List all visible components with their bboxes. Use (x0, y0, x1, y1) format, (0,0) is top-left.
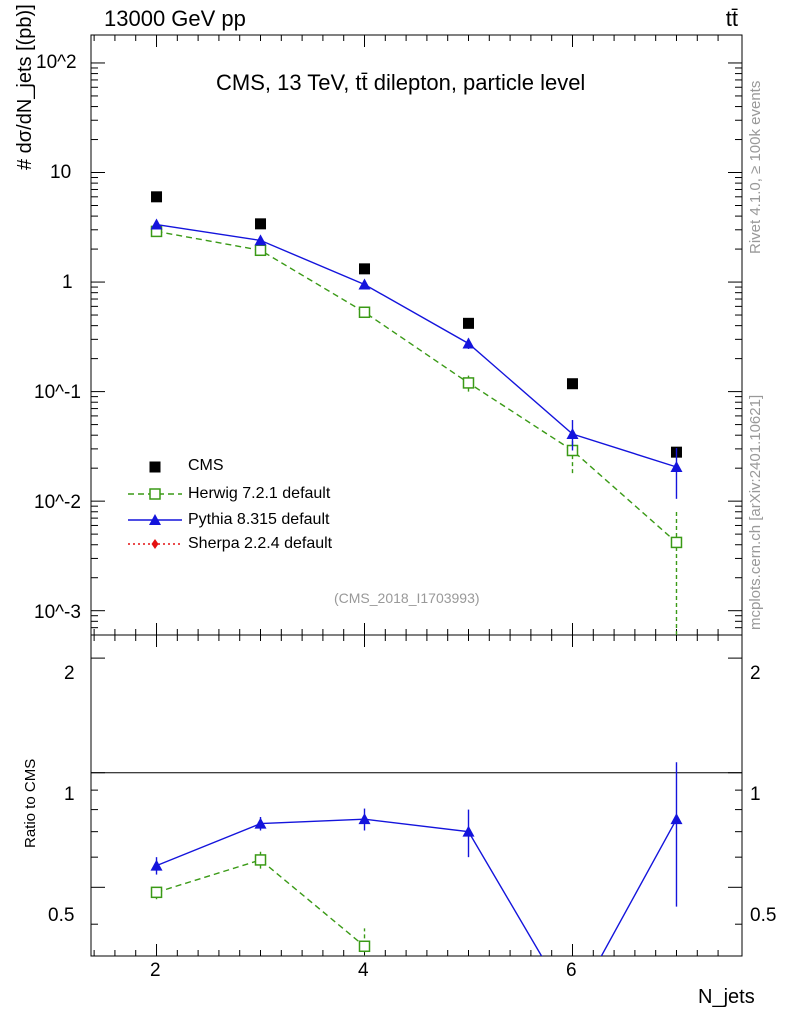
y-axis-label: # dσ/dN_jets [(pb)] (14, 4, 36, 170)
series-1-point (670, 536, 683, 549)
legend-marker-2 (149, 514, 161, 525)
header-energy: 13000 GeV pp (104, 6, 246, 31)
series-0-point (255, 218, 267, 230)
ratio-tick-label: 2 (64, 663, 75, 684)
y-tick-label: 10^-3 (34, 602, 81, 623)
ratio-tick-label-right: 1 (750, 784, 761, 805)
x-axis-label: N_jets (698, 986, 755, 1008)
series-2-ratio-point (150, 859, 163, 871)
y-tick-label: 10^-2 (34, 492, 81, 513)
y-tick-label: 10 (50, 162, 72, 183)
x-tick-label: 6 (566, 960, 577, 981)
y-tick-label: 10^2 (36, 52, 77, 73)
series-1-point (462, 377, 475, 389)
series-2-ratio-point (670, 813, 683, 825)
ratio-tick-label-right: 0.5 (750, 905, 777, 926)
chart-title: CMS, 13 TeV, tt̄ dilepton, particle leve… (216, 70, 586, 95)
series-2-ratio-point (358, 813, 371, 825)
series-2-point (150, 218, 163, 230)
series-2-ratio-line (156, 818, 678, 956)
legend-label-cms: CMS (188, 457, 224, 474)
series-1-ratio-point (150, 886, 163, 899)
series-0-point (462, 317, 474, 329)
series-0-point (151, 191, 163, 203)
ratio-y-axis-label: Ratio to CMS (22, 758, 39, 848)
series-1-ratio-point (358, 940, 371, 953)
x-tick-label: 4 (358, 960, 369, 981)
series-2-point (254, 234, 267, 246)
ratio-series-group (150, 762, 683, 956)
legend-label-sherpa: Sherpa 2.2.4 default (188, 535, 333, 552)
ratio-tick-label: 0.5 (48, 905, 75, 926)
series-2-line (156, 223, 677, 468)
analysis-id: (CMS_2018_I1703993) (334, 590, 480, 606)
legend-label-pythia: Pythia 8.315 default (188, 511, 330, 528)
rivet-version: Rivet 4.1.0, ≥ 100k events (747, 80, 764, 254)
legend-label-herwig: Herwig 7.2.1 default (188, 485, 331, 502)
ratio-panel-frame (90, 634, 743, 957)
ratio-frame-rect (90, 634, 743, 957)
header-process: tt̄ (725, 6, 738, 31)
series-0-point (566, 378, 578, 390)
series-2-ratio-point (254, 817, 267, 829)
ratio-tick-label: 1 (64, 784, 75, 805)
series-2-ratio-group (150, 762, 683, 956)
series-1-ratio-line (156, 859, 365, 947)
legend-marker-1 (149, 488, 161, 500)
legend (128, 461, 182, 549)
x-tick-label: 2 (150, 960, 161, 981)
series-1-point (254, 244, 267, 257)
series-2-ratio-point (462, 825, 475, 837)
legend-marker-3 (151, 539, 159, 549)
ratio-tick-label-right: 2 (750, 663, 761, 684)
series-1-ratio-group (150, 851, 371, 956)
series-1-point (358, 306, 371, 319)
axis-ticks (91, 35, 742, 956)
main-series-group (150, 191, 683, 635)
series-2-point (566, 428, 579, 440)
legend-marker-0 (149, 461, 161, 473)
y-tick-label: 10^-1 (34, 382, 81, 403)
series-2-point (462, 337, 475, 349)
mcplots-reference: mcplots.cern.ch [arXiv:2401.10621] (747, 394, 764, 630)
series-1-ratio-point (254, 854, 267, 866)
series-2-point (670, 460, 683, 472)
series-2-point (358, 278, 371, 290)
y-tick-label: 1 (62, 272, 73, 293)
series-0-point (359, 263, 371, 275)
